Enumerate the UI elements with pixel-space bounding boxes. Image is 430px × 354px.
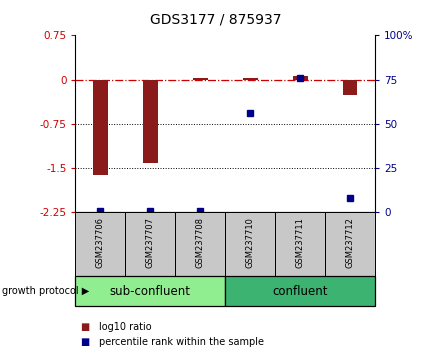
Bar: [175, 212, 224, 276]
Bar: [324, 212, 374, 276]
Bar: [274, 212, 324, 276]
Text: ■: ■: [80, 337, 89, 347]
Bar: [192, 78, 207, 80]
Text: growth protocol ▶: growth protocol ▶: [2, 286, 89, 296]
Bar: [342, 80, 356, 95]
Bar: [292, 76, 307, 80]
Bar: [75, 212, 125, 276]
Bar: [93, 80, 108, 175]
Bar: [224, 212, 274, 276]
Text: GSM237711: GSM237711: [295, 218, 304, 268]
Text: confluent: confluent: [272, 285, 327, 298]
Text: GSM237707: GSM237707: [145, 217, 154, 268]
Bar: [142, 80, 157, 164]
Text: GSM237708: GSM237708: [195, 217, 204, 268]
Text: GSM237712: GSM237712: [345, 218, 354, 268]
Bar: [75, 276, 224, 306]
Text: sub-confluent: sub-confluent: [110, 285, 190, 298]
Text: GDS3177 / 875937: GDS3177 / 875937: [149, 12, 281, 27]
Text: GSM237706: GSM237706: [95, 217, 104, 268]
Bar: [224, 276, 374, 306]
Text: ■: ■: [80, 322, 89, 332]
Text: percentile rank within the sample: percentile rank within the sample: [99, 337, 264, 347]
Text: GSM237710: GSM237710: [245, 218, 254, 268]
Bar: [125, 212, 175, 276]
Text: log10 ratio: log10 ratio: [99, 322, 151, 332]
Bar: [242, 79, 257, 80]
